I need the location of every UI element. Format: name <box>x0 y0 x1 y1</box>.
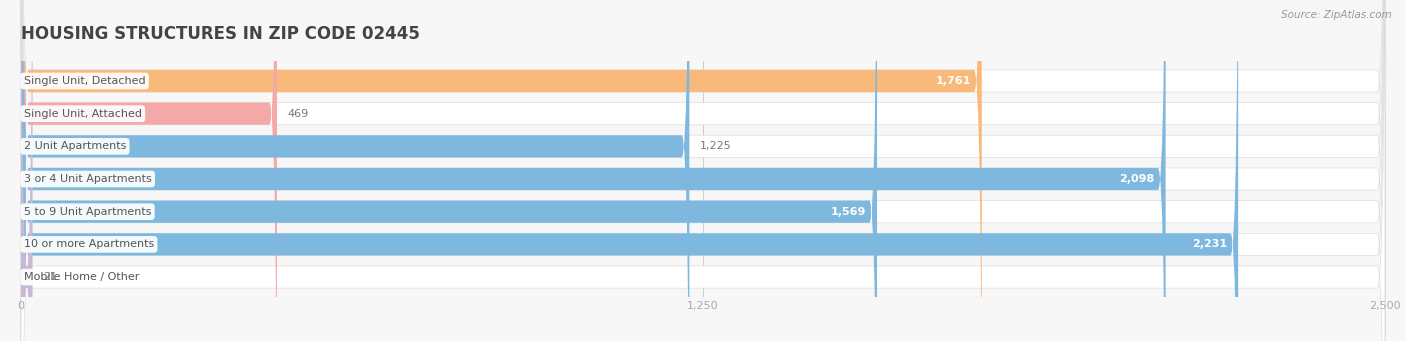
Text: 10 or more Apartments: 10 or more Apartments <box>24 239 155 249</box>
FancyBboxPatch shape <box>21 0 1385 341</box>
Text: 1,761: 1,761 <box>935 76 972 86</box>
Text: 1,225: 1,225 <box>700 142 733 151</box>
FancyBboxPatch shape <box>21 0 1385 341</box>
Text: Mobile Home / Other: Mobile Home / Other <box>24 272 139 282</box>
FancyBboxPatch shape <box>21 0 1385 341</box>
Text: HOUSING STRUCTURES IN ZIP CODE 02445: HOUSING STRUCTURES IN ZIP CODE 02445 <box>21 25 420 43</box>
FancyBboxPatch shape <box>21 0 689 341</box>
FancyBboxPatch shape <box>21 0 32 341</box>
Text: 5 to 9 Unit Apartments: 5 to 9 Unit Apartments <box>24 207 152 217</box>
FancyBboxPatch shape <box>21 0 1385 341</box>
FancyBboxPatch shape <box>21 0 1385 341</box>
Text: 21: 21 <box>44 272 58 282</box>
FancyBboxPatch shape <box>21 0 877 341</box>
Text: 3 or 4 Unit Apartments: 3 or 4 Unit Apartments <box>24 174 152 184</box>
FancyBboxPatch shape <box>21 0 1239 341</box>
Text: 2 Unit Apartments: 2 Unit Apartments <box>24 142 127 151</box>
Text: Source: ZipAtlas.com: Source: ZipAtlas.com <box>1281 10 1392 20</box>
Text: 2,098: 2,098 <box>1119 174 1154 184</box>
FancyBboxPatch shape <box>21 0 1166 341</box>
FancyBboxPatch shape <box>21 0 1385 341</box>
Text: 469: 469 <box>288 109 309 119</box>
FancyBboxPatch shape <box>21 0 981 341</box>
Text: Single Unit, Detached: Single Unit, Detached <box>24 76 145 86</box>
Text: 1,569: 1,569 <box>831 207 866 217</box>
FancyBboxPatch shape <box>21 0 1385 341</box>
Text: 2,231: 2,231 <box>1192 239 1227 249</box>
Text: Single Unit, Attached: Single Unit, Attached <box>24 109 142 119</box>
FancyBboxPatch shape <box>21 0 277 341</box>
